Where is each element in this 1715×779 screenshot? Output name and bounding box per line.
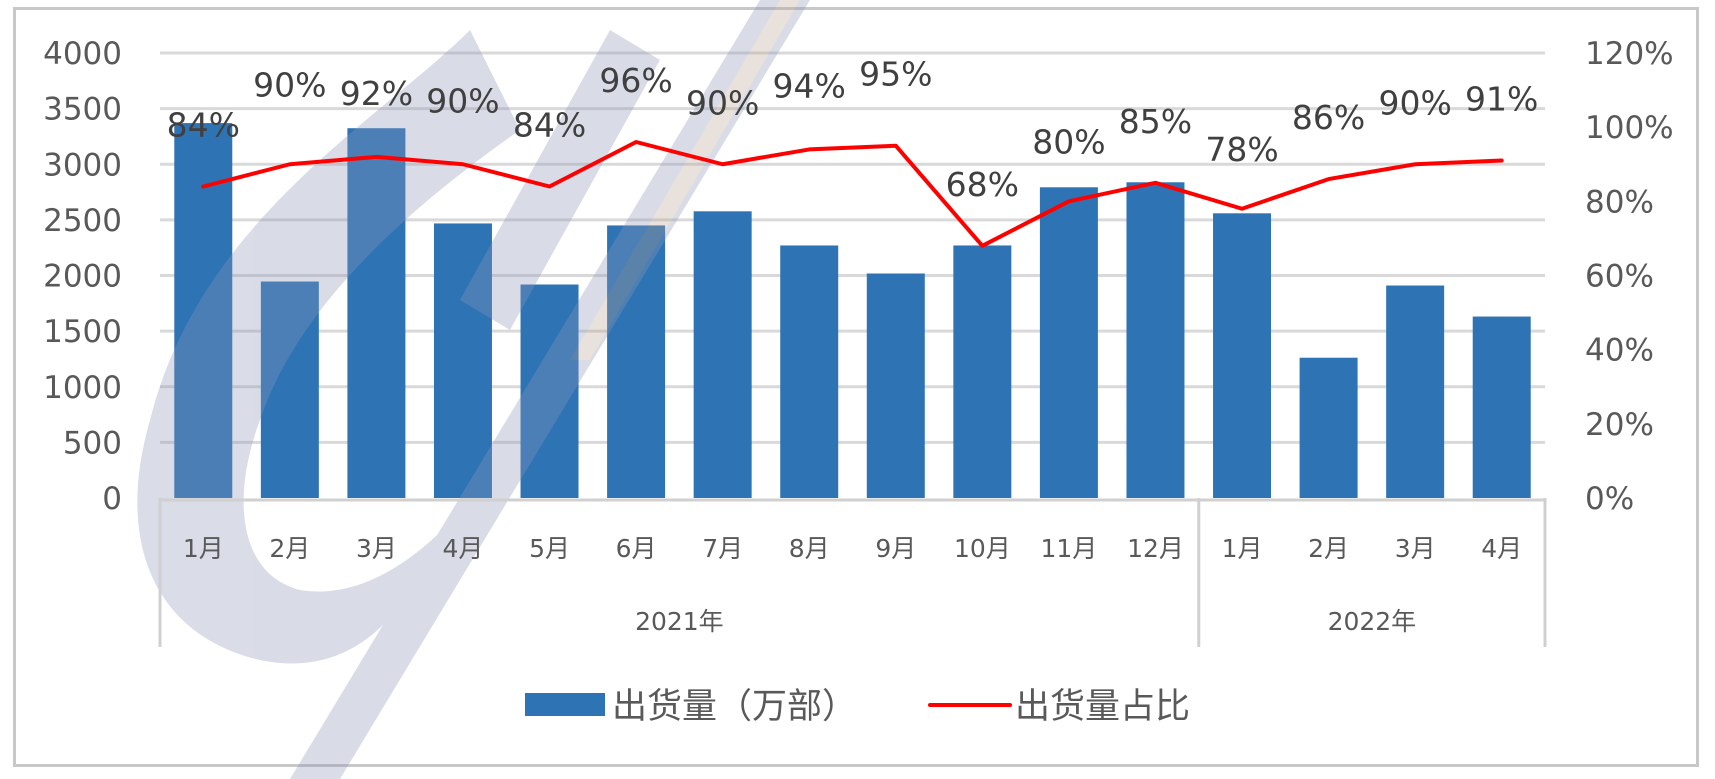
bar bbox=[693, 211, 752, 498]
category-label: 2月 bbox=[1308, 534, 1349, 563]
category-label: 5月 bbox=[529, 534, 570, 563]
bar bbox=[1299, 357, 1358, 498]
right-axis-tick: 0% bbox=[1585, 481, 1634, 517]
category-label: 2月 bbox=[269, 534, 310, 563]
category-label: 3月 bbox=[356, 534, 397, 563]
right-axis-tick: 40% bbox=[1585, 333, 1654, 369]
left-axis-tick: 3000 bbox=[43, 147, 122, 183]
left-axis-tick: 3500 bbox=[43, 92, 122, 128]
right-axis-tick: 120% bbox=[1585, 36, 1674, 72]
bar bbox=[1386, 285, 1445, 498]
bar bbox=[1126, 182, 1185, 498]
right-axis-tick: 100% bbox=[1585, 110, 1674, 146]
right-axis-tick: 80% bbox=[1585, 184, 1654, 220]
category-label: 4月 bbox=[443, 534, 484, 563]
bar bbox=[1039, 187, 1098, 498]
share-line bbox=[201, 140, 1504, 248]
bar bbox=[1213, 213, 1272, 498]
category-label: 8月 bbox=[789, 534, 830, 563]
left-axis-tick: 1500 bbox=[43, 314, 122, 350]
legend-label-share: 出货量占比 bbox=[1015, 687, 1190, 727]
bar bbox=[347, 128, 406, 498]
category-label: 7月 bbox=[702, 534, 743, 563]
legend: 出货量（万部） 出货量占比 bbox=[525, 687, 1190, 727]
bar bbox=[520, 284, 579, 498]
category-label: 11月 bbox=[1041, 534, 1098, 563]
category-label: 12月 bbox=[1127, 534, 1184, 563]
category-label: 9月 bbox=[875, 534, 916, 563]
category-label: 10月 bbox=[954, 534, 1011, 563]
left-axis-tick: 500 bbox=[63, 425, 122, 461]
watermark-c-shape bbox=[137, 30, 520, 664]
data-label: 90% bbox=[253, 65, 326, 104]
data-label: 92% bbox=[340, 74, 413, 113]
bar bbox=[1472, 316, 1531, 498]
group-label: 2021年 bbox=[635, 607, 724, 636]
left-axis-tick: 2000 bbox=[43, 259, 122, 295]
data-label: 90% bbox=[1378, 83, 1451, 122]
data-label: 68% bbox=[946, 165, 1019, 204]
x-axis: 1月 2月 3月 4月 5月 6月 7月 8月 9月 10月 11月 12月 1月 2月 3月 4月 2021年… bbox=[158, 498, 1547, 647]
data-label: 78% bbox=[1205, 130, 1278, 169]
watermark-accent bbox=[570, 0, 800, 360]
watermark-logo bbox=[137, 0, 810, 779]
data-label: 96% bbox=[599, 61, 672, 100]
category-label: 3月 bbox=[1395, 534, 1436, 563]
data-label: 84% bbox=[167, 106, 240, 145]
category-label: 6月 bbox=[616, 534, 657, 563]
right-y-axis: 0% 20% 40% 60% 80% 100% 120% bbox=[1585, 36, 1674, 517]
right-axis-tick: 20% bbox=[1585, 407, 1654, 443]
data-label: 84% bbox=[513, 106, 586, 145]
bar bbox=[260, 281, 319, 498]
data-label: 86% bbox=[1292, 98, 1365, 137]
data-label: 90% bbox=[426, 81, 499, 120]
legend-swatch-bar bbox=[525, 693, 605, 716]
data-label: 91% bbox=[1465, 80, 1538, 119]
data-label: 90% bbox=[686, 83, 759, 122]
left-axis-tick: 2500 bbox=[43, 203, 122, 239]
data-labels: 84% 90% 92% 90% 84% 96% 90% 94% 95% 68% 80% 85% 78% 8… bbox=[167, 55, 1539, 204]
bar bbox=[866, 273, 925, 498]
line-series-share bbox=[201, 140, 1504, 248]
category-label: 1月 bbox=[1222, 534, 1263, 563]
data-label: 85% bbox=[1119, 102, 1192, 141]
left-axis-tick: 4000 bbox=[43, 36, 122, 72]
bar bbox=[953, 245, 1012, 498]
data-label: 95% bbox=[859, 55, 932, 94]
bar bbox=[780, 245, 839, 498]
bar bbox=[607, 225, 666, 498]
group-label: 2022年 bbox=[1328, 607, 1417, 636]
right-axis-tick: 60% bbox=[1585, 259, 1654, 295]
category-label: 1月 bbox=[183, 534, 224, 563]
left-y-axis: 0 500 1000 1500 2000 2500 3000 3500 4000 bbox=[43, 36, 122, 517]
legend-label-shipments: 出货量（万部） bbox=[612, 687, 857, 727]
data-label: 80% bbox=[1032, 122, 1105, 161]
left-axis-tick: 1000 bbox=[43, 370, 122, 406]
watermark-slash bbox=[290, 0, 810, 779]
data-label: 94% bbox=[773, 66, 846, 105]
left-axis-tick: 0 bbox=[102, 481, 122, 517]
bar bbox=[433, 223, 492, 498]
category-label: 4月 bbox=[1481, 534, 1522, 563]
